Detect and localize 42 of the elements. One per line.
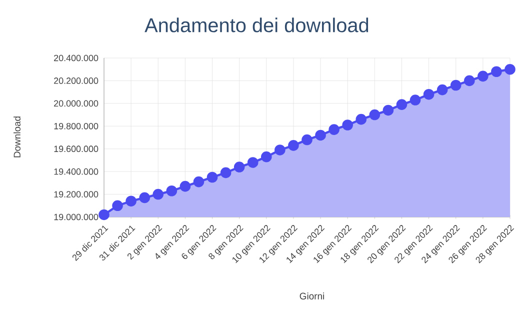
- point: [152, 188, 164, 200]
- point: [220, 167, 232, 178]
- point: [288, 140, 299, 151]
- point: [193, 176, 204, 188]
- point: [464, 75, 475, 86]
- y-tick-label: 19.200.000: [54, 191, 98, 198]
- y-tick-label: 19.800.000: [54, 122, 98, 130]
- point: [166, 185, 178, 196]
- y-tick-label: 20.200.000: [54, 78, 98, 84]
- point: [478, 70, 488, 82]
- point: [98, 209, 110, 220]
- x-axis-title: Giorni: [300, 292, 324, 300]
- y-tick-label: 19.400.000: [54, 168, 98, 175]
- point: [410, 94, 421, 106]
- point: [382, 104, 394, 116]
- point: [342, 120, 353, 130]
- y-axis-title: Download: [14, 116, 20, 158]
- point: [504, 64, 516, 75]
- point: [369, 109, 380, 120]
- point: [112, 200, 123, 212]
- point: [261, 151, 272, 162]
- y-tick-label: 19.600.000: [54, 146, 98, 152]
- point: [247, 157, 258, 168]
- point: [126, 196, 136, 206]
- chart-title: Andamento dei download: [144, 18, 368, 32]
- y-tick-label: 19.000.000: [54, 214, 98, 220]
- point: [206, 172, 218, 183]
- point: [234, 162, 245, 172]
- point: [396, 99, 408, 110]
- point: [274, 144, 286, 156]
- point: [491, 66, 502, 78]
- point: [315, 130, 326, 141]
- y-tick-label: 20.400.000: [54, 54, 98, 62]
- point: [450, 80, 462, 91]
- point: [423, 88, 434, 100]
- point: [328, 124, 340, 135]
- point: [180, 180, 191, 192]
- y-tick-label: 20.000.000: [54, 100, 98, 107]
- point: [302, 134, 312, 146]
- point: [436, 84, 448, 96]
- point: [139, 192, 150, 204]
- point: [356, 114, 367, 125]
